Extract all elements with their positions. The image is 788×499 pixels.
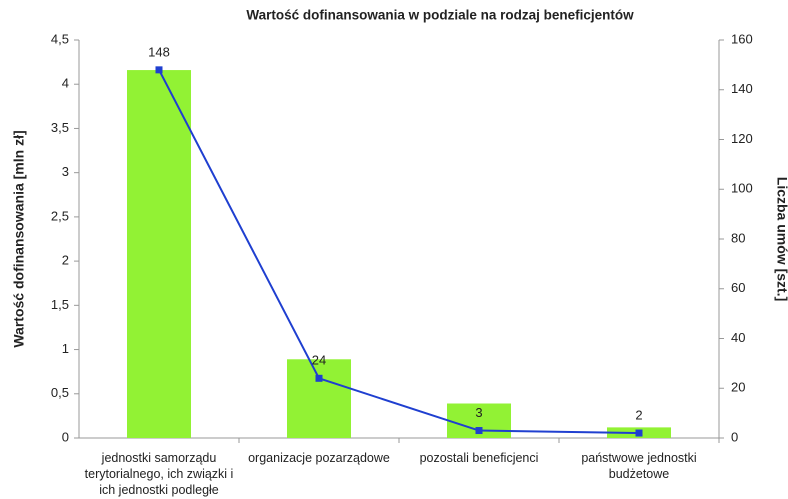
marker [315,374,323,382]
y-tick-label: 0,5 [51,385,69,400]
y-tick-label: 4,5 [51,31,69,46]
data-label: 3 [475,405,482,420]
y-axis-title: Wartość dofinansowania [mln zł] [11,130,27,347]
x-tick-label: jednostki samorządu terytorialnego, ich … [84,451,234,497]
y-tick-label: 0 [62,429,69,444]
x-tick-label: państwowe jednostki budżetowe [581,451,697,481]
y-tick-label: 2 [62,253,69,268]
y-tick-label: 1,5 [51,297,69,312]
x-tick-label: organizacje pozarządowe [248,451,390,465]
y2-tick-label: 0 [731,429,738,444]
marker [635,429,643,437]
data-label: 2 [635,407,642,422]
y2-tick-label: 60 [731,280,745,295]
line [158,69,640,435]
x-tick-label: pozostali beneficjenci [419,451,539,465]
y-tick-label: 4 [62,76,69,91]
y2-tick-label: 160 [731,31,753,46]
y2-tick-label: 20 [731,380,745,395]
y-tick-label: 1 [62,341,69,356]
bar [127,70,191,439]
y-tick-label: 3,5 [51,120,69,135]
data-label: 24 [312,353,326,368]
y-tick-label: 2,5 [51,208,69,223]
y2-tick-label: 40 [731,330,745,345]
marker [475,427,483,435]
bar [287,359,351,438]
data-label: 148 [148,44,170,59]
y2-tick-label: 80 [731,230,745,245]
y2-tick-label: 140 [731,81,753,96]
y2-tick-label: 100 [731,181,753,196]
chart-title: Wartość dofinansowania w podziale na rod… [246,8,634,23]
y2-axis-title: Liczba umów [szt.] [774,177,788,301]
y2-tick-label: 120 [731,131,753,146]
marker [155,66,163,74]
y-tick-label: 3 [62,164,69,179]
